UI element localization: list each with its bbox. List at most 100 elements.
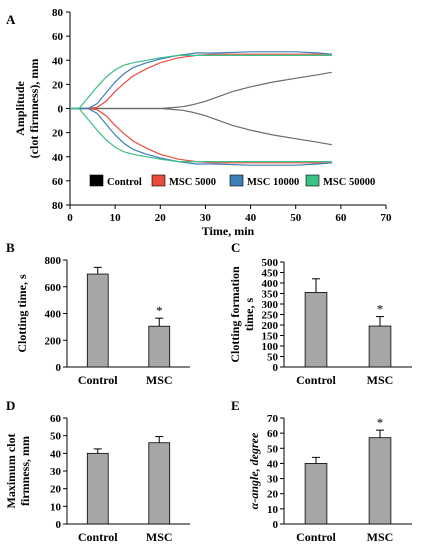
legend-label: Control	[107, 177, 142, 188]
y-tick-label: 60	[52, 176, 64, 188]
y-axis-title-line: Clotting formation	[228, 266, 242, 363]
legend-swatch	[89, 174, 104, 187]
y-tick-label: 0	[58, 104, 64, 116]
y-axis-title-line: Amplitude	[13, 80, 27, 135]
series-line-lower	[70, 107, 332, 166]
panel-label-b: B	[6, 240, 15, 255]
category-label: Control	[296, 530, 336, 544]
y-tick-label: 30	[50, 466, 62, 478]
y-tick-label: 70	[267, 413, 279, 425]
x-tick-label: 0	[67, 212, 73, 224]
x-tick-label: 10	[110, 212, 122, 224]
panel-label-a: A	[6, 12, 16, 27]
y-tick-label: 300	[262, 299, 279, 311]
y-tick-label: 0	[56, 362, 62, 374]
bar	[148, 442, 171, 525]
y-tick-label: 500	[262, 257, 279, 269]
bar	[304, 292, 328, 368]
y-tick-label: 50	[267, 443, 279, 455]
bar	[304, 463, 328, 525]
series-line-upper	[70, 51, 332, 110]
x-axis-title: Time, min	[202, 224, 255, 238]
category-label: Control	[78, 530, 118, 544]
y-tick-label: 450	[262, 268, 279, 280]
x-tick-label: 20	[155, 212, 167, 224]
x-tick-label: 60	[335, 212, 347, 224]
y-tick-label: 50	[50, 431, 62, 443]
y-tick-label: 800	[45, 255, 62, 267]
bar	[148, 325, 171, 368]
y-tick-label: 100	[262, 341, 279, 353]
y-axis-title-line: (clot firmness), mm	[27, 59, 41, 159]
category-label: MSC	[367, 530, 394, 544]
y-tick-label: 20	[52, 128, 64, 140]
y-tick-label: 80	[52, 7, 64, 19]
significance-star: *	[377, 415, 384, 430]
category-label: MSC	[367, 373, 394, 387]
legend-swatch	[305, 174, 320, 187]
x-tick-label: 70	[381, 212, 393, 224]
y-tick-label: 30	[267, 474, 279, 486]
panel-label-d: D	[6, 398, 15, 413]
bar	[86, 273, 109, 368]
y-tick-label: 0	[273, 519, 279, 531]
panel-label-e: E	[231, 398, 240, 413]
y-axis-title: Maximum clotfirmness, mm	[4, 434, 32, 509]
series-line-lower	[70, 107, 332, 146]
y-tick-label: 60	[267, 428, 279, 440]
y-tick-label: 60	[52, 31, 64, 43]
y-tick-label: 350	[262, 289, 279, 301]
y-tick-label: 60	[50, 413, 62, 425]
legend-label: MSC 50000	[323, 177, 375, 188]
y-tick-label: 40	[267, 458, 279, 470]
x-tick-label: 50	[290, 212, 302, 224]
y-tick-label: 80	[52, 200, 64, 212]
y-tick-label: 400	[45, 309, 62, 321]
x-tick-label: 40	[245, 212, 257, 224]
significance-star: *	[377, 302, 384, 317]
series-line-lower	[70, 107, 332, 163]
category-label: MSC	[146, 530, 173, 544]
y-axis-title: Clotting formationtime, s	[228, 266, 256, 363]
y-axis-title-line: α-angle, degree	[247, 432, 261, 509]
y-tick-label: 200	[45, 335, 62, 347]
series-line-lower	[70, 107, 332, 164]
bar	[368, 437, 392, 525]
y-axis-title-line: time, s	[242, 298, 256, 332]
legend-swatch	[229, 174, 244, 187]
y-axis-title-line: Clotting time, s	[15, 274, 29, 353]
y-tick-label: 50	[267, 352, 279, 364]
y-tick-label: 10	[267, 504, 279, 516]
y-tick-label: 10	[50, 501, 62, 513]
y-tick-label: 0	[56, 519, 62, 531]
panel-label-c: C	[231, 240, 240, 255]
series-line-upper	[70, 71, 332, 110]
series-line-upper	[70, 54, 332, 110]
panel-d: D 0 10 20 30 40 50 60 Maximum clotfirmness, mm Co…	[4, 398, 190, 544]
y-tick-label: 150	[262, 331, 279, 343]
y-tick-label: 250	[262, 310, 279, 322]
bar	[86, 452, 109, 525]
panel-b: B 0 200 400 600 800 Clotting time, s Control * MS…	[6, 240, 190, 387]
x-tick-label: 30	[200, 212, 212, 224]
y-axis-title: Clotting time, s	[15, 274, 29, 353]
y-axis-title-line: firmness, mm	[18, 436, 32, 506]
y-tick-label: 20	[50, 484, 62, 496]
bar	[368, 325, 392, 368]
y-tick-label: 600	[45, 282, 62, 294]
category-label: MSC	[146, 373, 173, 387]
y-axis-title: Amplitude(clot firmness), mm	[13, 59, 41, 159]
significance-star: *	[156, 303, 163, 318]
y-axis-title: α-angle, degree	[247, 432, 261, 509]
legend-label: MSC 5000	[169, 177, 216, 188]
y-tick-label: 200	[262, 320, 279, 332]
panel-e: E 0 10 20 30 40 50 60 70 α-angle, degree Control * M…	[231, 398, 412, 544]
y-tick-label: 400	[262, 278, 279, 290]
y-axis-title-line: Maximum clot	[4, 434, 18, 509]
legend-label: MSC 10000	[247, 177, 299, 188]
legend-swatch	[151, 174, 166, 187]
y-tick-label: 40	[52, 152, 64, 164]
